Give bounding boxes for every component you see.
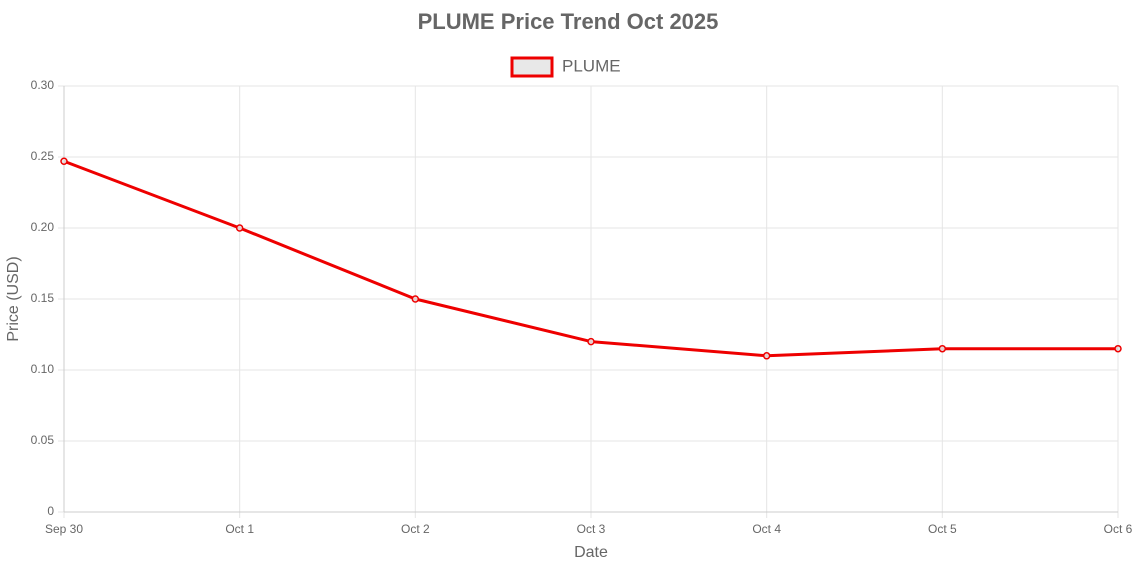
point: [1114, 344, 1122, 353]
x-tick-label: Oct 6: [1104, 522, 1133, 536]
x-tick-label: Oct 5: [928, 522, 957, 536]
x-tick-label: Oct 2: [401, 522, 430, 536]
x-axis-title: Date: [574, 544, 608, 561]
legend-swatch: [510, 56, 554, 78]
y-tick-label: 0.15: [31, 291, 55, 305]
x-tick-label: Sep 30: [45, 522, 83, 536]
point: [235, 224, 244, 232]
y-tick-label: 0.20: [31, 220, 55, 234]
x-tick-label: Oct 3: [577, 522, 606, 536]
y-axis-title: Price (USD): [5, 256, 22, 341]
y-tick-label: 0.10: [31, 362, 55, 376]
y-tick-label: 0: [47, 504, 54, 518]
point: [411, 295, 420, 303]
y-tick-label: 0.25: [31, 149, 55, 163]
x-tick-label: Oct 1: [225, 522, 254, 536]
y-tick-label: 0.05: [31, 433, 55, 447]
chart-title: PLUME Price Trend Oct 2025: [418, 9, 719, 34]
y-tick-label: 0.30: [31, 78, 55, 92]
point: [60, 157, 68, 166]
x-tick-label: Oct 4: [752, 522, 781, 536]
point: [587, 337, 595, 346]
legend-label: PLUME: [562, 56, 621, 75]
point: [762, 352, 771, 360]
point: [938, 344, 947, 353]
